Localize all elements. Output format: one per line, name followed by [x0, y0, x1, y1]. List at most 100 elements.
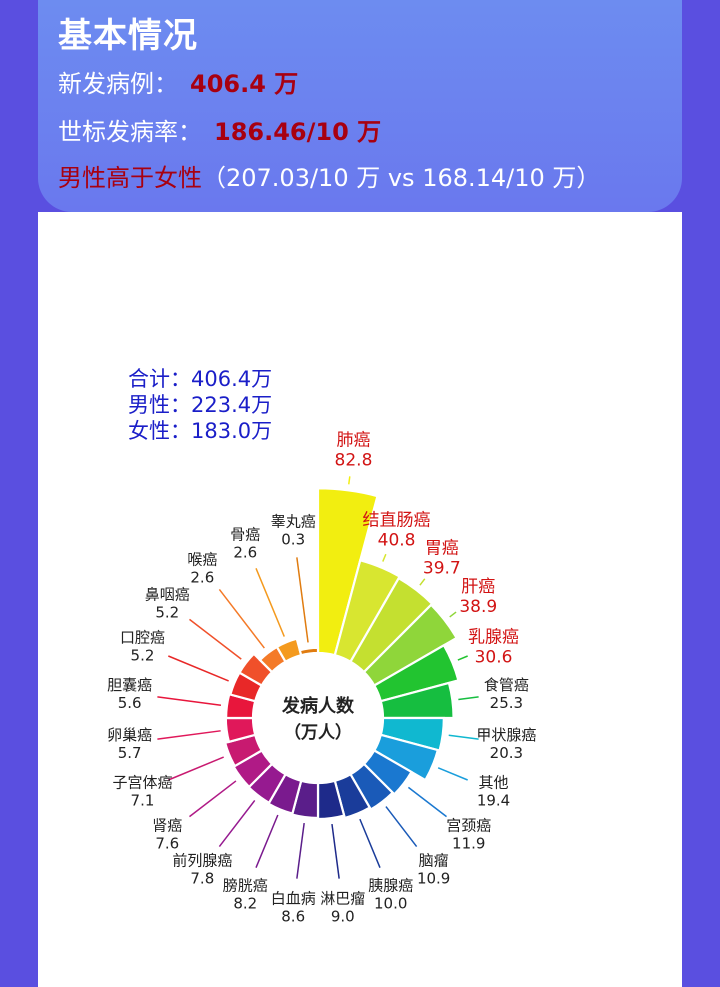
- category-label: 甲状腺癌: [476, 726, 536, 744]
- category-label: 肝癌: [461, 577, 495, 597]
- asr-row: 世标发病率： 186.46/10 万: [58, 112, 381, 147]
- bar-segment: [275, 637, 303, 664]
- category-label: 胆囊癌: [107, 676, 152, 694]
- bar-segment: [232, 748, 274, 789]
- value-label: 38.9: [459, 597, 497, 617]
- value-label: 30.6: [475, 647, 513, 667]
- category-label: 乳腺癌: [468, 627, 519, 647]
- category-label: 肺癌: [336, 431, 370, 451]
- bar-segment: [379, 681, 455, 720]
- totals-box: 合计：406.4万 男性：223.4万 女性：183.0万: [128, 366, 272, 444]
- center-label: 发病人数: [281, 695, 355, 717]
- leader-line: [437, 767, 468, 781]
- category-label: 睾丸癌: [271, 513, 316, 531]
- leader-line: [157, 730, 221, 740]
- value-label: 25.3: [490, 694, 523, 712]
- value-label: 7.8: [190, 870, 214, 888]
- value-label: 2.6: [190, 568, 214, 586]
- category-label: 肾癌: [152, 817, 182, 835]
- category-label: 口腔癌: [120, 628, 165, 646]
- value-label: 19.4: [477, 792, 510, 810]
- category-label: 骨癌: [230, 525, 260, 543]
- leader-line: [296, 557, 309, 643]
- leader-line: [168, 756, 224, 781]
- leader-line: [218, 800, 256, 847]
- leader-line: [255, 568, 285, 637]
- category-label: 胃癌: [425, 539, 459, 559]
- summary-header: 基本情况 新发病例： 406.4 万 世标发病率： 186.46/10 万 男性高于…: [38, 0, 682, 212]
- bar-segment: [333, 772, 372, 820]
- bar-segment: [237, 652, 274, 688]
- leader-line: [382, 553, 387, 562]
- value-label: 5.7: [118, 744, 142, 762]
- category-label: 白血病: [271, 889, 316, 907]
- value-label: 8.2: [233, 895, 257, 913]
- value-label: 9.0: [331, 907, 355, 925]
- gender-row: 男性高于女性（207.03/10 万 vs 168.14/10 万）: [58, 158, 600, 193]
- male-cases: 男性：223.4万: [128, 393, 273, 417]
- category-label: 卵巢癌: [107, 726, 152, 744]
- category-label: 膀胱癌: [223, 877, 268, 895]
- page-title: 基本情况: [58, 16, 198, 56]
- leader-line: [419, 578, 426, 586]
- leader-line: [218, 589, 265, 649]
- bar-segment: [379, 716, 445, 752]
- new-cases-label: 新发病例：: [58, 70, 178, 98]
- center-hub: [255, 655, 381, 781]
- category-label: 胰腺癌: [368, 877, 413, 895]
- leader-line: [331, 823, 340, 879]
- leader-line: [189, 780, 237, 818]
- category-label: 结直肠癌: [363, 510, 431, 530]
- bar-segment: [348, 762, 395, 811]
- leader-line: [255, 814, 279, 868]
- value-label: 7.1: [131, 792, 155, 810]
- value-label: 11.9: [452, 835, 485, 853]
- leader-line: [168, 655, 229, 682]
- bar-segment: [333, 558, 402, 664]
- bar-segment: [362, 603, 459, 688]
- leader-line: [458, 696, 479, 701]
- leader-line: [189, 618, 242, 660]
- value-label: 20.3: [490, 744, 523, 762]
- bar-segment: [362, 748, 413, 796]
- leader-line: [348, 476, 351, 485]
- value-label: 39.7: [423, 559, 461, 579]
- asr-value: 186.46/10 万: [214, 118, 382, 146]
- value-label: 0.3: [281, 531, 305, 549]
- gender-label: 男性高于女性: [58, 164, 202, 192]
- bar-segment: [348, 576, 434, 674]
- category-label: 脑瘤: [419, 852, 449, 870]
- new-cases-value: 406.4 万: [190, 70, 299, 98]
- bar-segment: [316, 487, 379, 657]
- bar-segment: [223, 733, 264, 768]
- leader-line: [385, 806, 418, 847]
- category-label: 食管癌: [484, 676, 529, 694]
- total-cases: 合计：406.4万: [128, 367, 273, 391]
- leader-line: [448, 734, 479, 740]
- category-label: 鼻咽癌: [145, 585, 190, 603]
- category-label: 前列腺癌: [172, 852, 232, 870]
- value-label: 5.6: [118, 694, 142, 712]
- gender-detail: （207.03/10 万 vs 168.14/10 万）: [202, 164, 601, 192]
- category-label: 宫颈癌: [446, 817, 491, 835]
- leader-line: [359, 818, 381, 868]
- bars-group: [223, 487, 460, 821]
- female-cases: 女性：183.0万: [128, 419, 273, 443]
- value-label: 8.6: [281, 907, 305, 925]
- value-label: 10.0: [374, 895, 407, 913]
- value-label: 5.2: [155, 603, 179, 621]
- leader-lines-group: [157, 476, 479, 879]
- value-label: 82.8: [335, 451, 373, 471]
- category-label: 淋巴瘤: [320, 889, 365, 907]
- new-cases-row: 新发病例： 406.4 万: [58, 64, 298, 99]
- value-label: 2.6: [233, 543, 257, 561]
- category-label: 其他: [479, 774, 509, 792]
- leader-line: [449, 611, 457, 618]
- value-label: 40.8: [378, 530, 416, 550]
- value-label: 10.9: [417, 870, 450, 888]
- leader-line: [407, 786, 447, 818]
- leader-line: [296, 822, 305, 879]
- center-unit: （万人）: [284, 722, 352, 743]
